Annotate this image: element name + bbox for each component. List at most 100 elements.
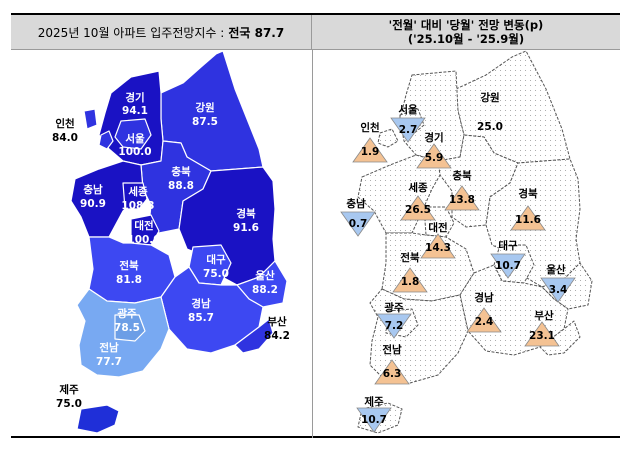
label-jeonnam-value: 77.7: [96, 356, 122, 368]
figure-frame: 2025년 10월 아파트 입주전망지수 : 전국 87.7 '전월' 대비 '…: [11, 13, 620, 438]
region-daejeon: [130, 214, 160, 246]
change-marker-ulsan: [540, 277, 576, 303]
label-daejeon-name: 대전: [134, 219, 153, 232]
change-value-daegu: 10.7: [495, 260, 521, 272]
chg-label-jeonbuk-name: 전북: [400, 251, 420, 264]
change-value-jeju: 10.7: [361, 414, 387, 426]
region-gyeongnam: [160, 266, 264, 354]
label-gwangju-value: 78.5: [114, 322, 140, 334]
chg-label-gyeonggi-name: 경기: [424, 131, 443, 144]
label-incheon-value: 84.0: [52, 132, 78, 144]
change-marker-chungnam: [340, 211, 376, 237]
panel-divider: [312, 50, 313, 438]
change-marker-gyeonggi: [416, 143, 452, 169]
change-value-ulsan: 3.4: [549, 284, 568, 296]
region-sejong: [122, 182, 148, 210]
chg-label-daegu-name: 대구: [498, 239, 518, 252]
change-marker-jeju: [356, 407, 392, 433]
change-value-gyeongnam: 2.4: [475, 316, 494, 328]
region-incheon: [98, 130, 114, 150]
label-sejong-name: 세종: [128, 185, 148, 198]
chg-region-gangwon: [455, 50, 571, 164]
change-value-incheon: 1.9: [361, 146, 380, 158]
left-header: 2025년 10월 아파트 입주전망지수 : 전국 87.7: [11, 15, 312, 50]
change-marker-gyeongnam: [466, 307, 502, 333]
label-ulsan-value: 88.2: [252, 284, 278, 296]
label-gangwon-name: 강원: [195, 101, 214, 114]
index-map: 경기 94.1 서울 100.0 강원 87.5 충북 88.8 충남 90.9…: [52, 50, 290, 434]
label-chungnam-value: 90.9: [80, 198, 106, 210]
label-gwangju-name: 광주: [117, 308, 137, 320]
change-marker-daejeon: [420, 233, 456, 259]
change-value-sejong: 26.5: [405, 204, 431, 216]
chg-label-chungnam-name: 충남: [346, 197, 366, 210]
change-markers: 2.7 1.9 5.9 13.8 0.7 26.5 14.3 11.6 10.7 3.4 1.8 2.…: [340, 117, 576, 433]
label-gyeongbuk-value: 91.6: [233, 222, 259, 234]
chg-region-incheon: [377, 128, 399, 148]
label-chungbuk-name: 충북: [171, 165, 191, 178]
change-marker-sejong: [400, 195, 436, 221]
label-gangwon-value: 87.5: [192, 116, 218, 128]
chg-label-chungbuk-name: 충북: [452, 169, 472, 182]
chg-label-gyeongnam-name: 경남: [474, 291, 494, 304]
change-value-gwangju: 7.2: [385, 320, 404, 332]
chg-label-gangwon-name: 강원: [480, 91, 499, 104]
region-jeju: [76, 404, 120, 434]
change-value-busan: 23.1: [529, 330, 555, 342]
change-value-chungnam: 0.7: [349, 218, 368, 230]
label-busan-name: 부산: [267, 315, 287, 328]
chg-label-gangwon-value: 25.0: [477, 121, 503, 133]
chg-label-jeonnam-name: 전남: [382, 343, 402, 356]
label-sejong-value: 108.3: [121, 200, 154, 212]
incheon-island: [83, 108, 98, 130]
right-header-line2: ('25.10월 - '25.9월): [407, 32, 525, 46]
change-marker-jeonbuk: [392, 267, 428, 293]
label-gyeonggi-value: 94.1: [122, 105, 148, 117]
chg-label-seoul-name: 서울: [398, 103, 418, 116]
change-value-daejeon: 14.3: [425, 242, 451, 254]
change-value-chungbuk: 13.8: [449, 194, 475, 206]
change-marker-busan: [524, 321, 560, 347]
label-daegu-name: 대구: [206, 253, 226, 266]
change-marker-chungbuk: [444, 185, 480, 211]
label-jeju-value: 75.0: [56, 398, 82, 410]
right-header-line1: '전월' 대비 '당월' 전망 변동(p): [388, 18, 544, 32]
chg-label-jeju-name: 제주: [364, 395, 384, 408]
label-jeonbuk-name: 전북: [119, 259, 139, 272]
chg-label-gwangju-name: 광주: [384, 302, 404, 314]
right-header: '전월' 대비 '당월' 전망 변동(p) ('25.10월 - '25.9월): [312, 15, 620, 50]
label-chungnam-name: 충남: [83, 183, 103, 196]
region-gwangju: [114, 314, 146, 342]
chg-label-incheon-name: 인천: [360, 121, 379, 134]
region-seoul: [114, 118, 152, 150]
label-incheon-name: 인천: [55, 117, 74, 130]
label-busan-value: 84.2: [264, 330, 290, 342]
chg-label-ulsan-name: 울산: [546, 263, 566, 276]
change-value-jeonnam: 6.3: [383, 368, 402, 380]
label-daegu-value: 75.0: [203, 268, 229, 280]
change-marker-daegu: [490, 253, 526, 279]
change-value-seoul: 2.7: [399, 124, 418, 136]
chg-region-busan: [539, 320, 581, 356]
label-seoul-name: 서울: [125, 132, 145, 145]
label-gyeonggi-name: 경기: [125, 91, 144, 104]
chg-label-sejong-name: 세종: [408, 181, 428, 194]
label-jeju-name: 제주: [59, 383, 79, 396]
label-seoul-value: 100.0: [118, 146, 151, 158]
label-gyeongbuk-name: 경북: [236, 207, 256, 220]
change-marker-seoul: [390, 117, 426, 143]
change-marker-gyeongbuk: [510, 205, 546, 231]
change-marker-gwangju: [376, 313, 412, 339]
chg-label-daejeon-name: 대전: [428, 221, 447, 234]
region-busan: [234, 318, 274, 354]
chg-label-busan-name: 부산: [534, 309, 554, 322]
change-marker-jeonnam: [374, 359, 410, 385]
label-ulsan-name: 울산: [255, 269, 275, 282]
label-chungbuk-value: 88.8: [168, 180, 194, 192]
change-map: 2.7 1.9 5.9 13.8 0.7 26.5 14.3 11.6 10.7 3.4 1.8 2.…: [340, 50, 593, 434]
label-gyeongnam-name: 경남: [191, 297, 211, 310]
label-jeonbuk-value: 81.8: [116, 274, 142, 286]
label-daejeon-value: 100.0: [127, 234, 160, 246]
change-marker-incheon: [352, 137, 388, 163]
label-jeonnam-name: 전남: [99, 341, 119, 354]
